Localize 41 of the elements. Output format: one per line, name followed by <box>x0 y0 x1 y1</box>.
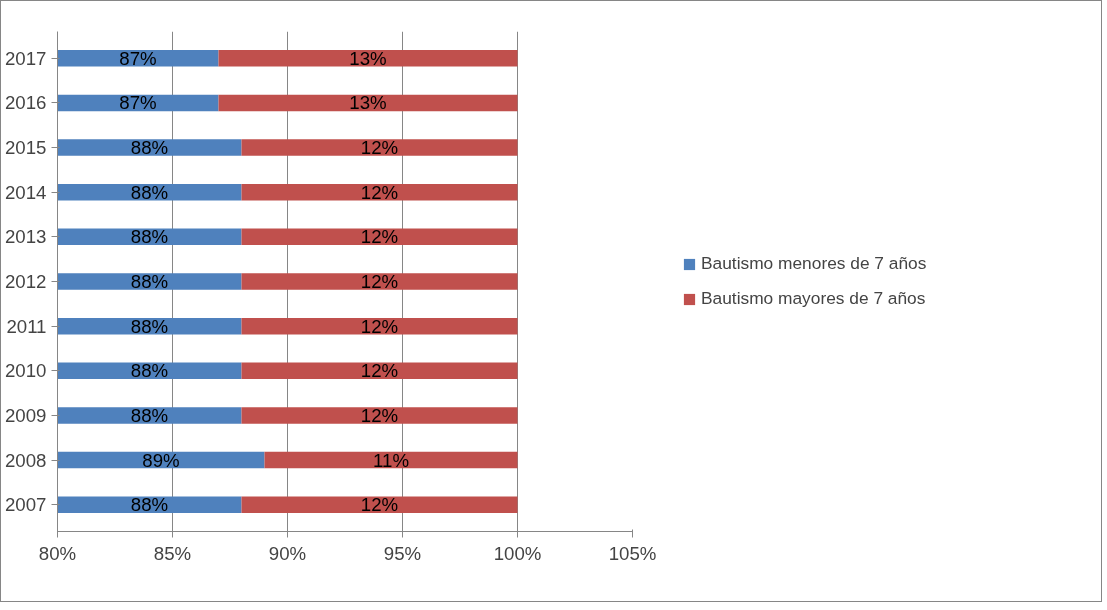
y-tick-label: 2012 <box>5 271 47 292</box>
legend-label: Bautismo menores de 7 años <box>701 253 927 274</box>
x-tick-label: 85% <box>153 542 192 564</box>
data-label: 89% <box>142 449 180 471</box>
data-label: 11% <box>373 449 409 471</box>
y-tick-label: 2009 <box>5 404 47 426</box>
y-tick-label: 2011 <box>6 315 47 337</box>
data-label: 88% <box>130 226 169 248</box>
data-label: 88% <box>130 360 169 382</box>
data-label: 13% <box>349 92 387 114</box>
data-label: 12% <box>360 226 399 248</box>
y-tick-label: 2013 <box>5 226 47 248</box>
data-label: 88% <box>130 404 169 426</box>
x-tick-label: 105% <box>608 542 657 564</box>
y-tick-label: 2015 <box>5 137 47 159</box>
y-tick-label: 2010 <box>5 360 47 382</box>
data-label: 12% <box>360 360 399 382</box>
y-tick-label: 2017 <box>5 47 47 69</box>
data-label: 88% <box>130 271 169 292</box>
data-label: 13% <box>349 47 387 69</box>
data-label: 12% <box>360 315 399 337</box>
legend-label: Bautismo mayores de 7 años <box>701 288 926 309</box>
data-label: 88% <box>130 181 169 203</box>
data-label: 12% <box>360 494 399 516</box>
data-label: 12% <box>360 404 399 426</box>
x-tick-label: 90% <box>268 542 307 564</box>
x-tick-label: 80% <box>38 542 77 564</box>
data-label: 88% <box>130 137 169 159</box>
y-tick-label: 2016 <box>5 92 47 114</box>
data-label: 87% <box>119 47 157 69</box>
data-label: 12% <box>360 271 399 292</box>
data-label: 87% <box>119 92 157 114</box>
data-label: 12% <box>360 137 399 159</box>
data-label: 88% <box>130 494 169 516</box>
data-label: 12% <box>360 181 399 203</box>
y-tick-label: 2007 <box>5 494 47 516</box>
data-label: 88% <box>130 315 169 337</box>
x-tick-label: 95% <box>383 542 422 564</box>
y-tick-label: 2008 <box>5 449 47 471</box>
y-tick-label: 2014 <box>5 181 47 203</box>
x-tick-label: 100% <box>493 542 542 564</box>
